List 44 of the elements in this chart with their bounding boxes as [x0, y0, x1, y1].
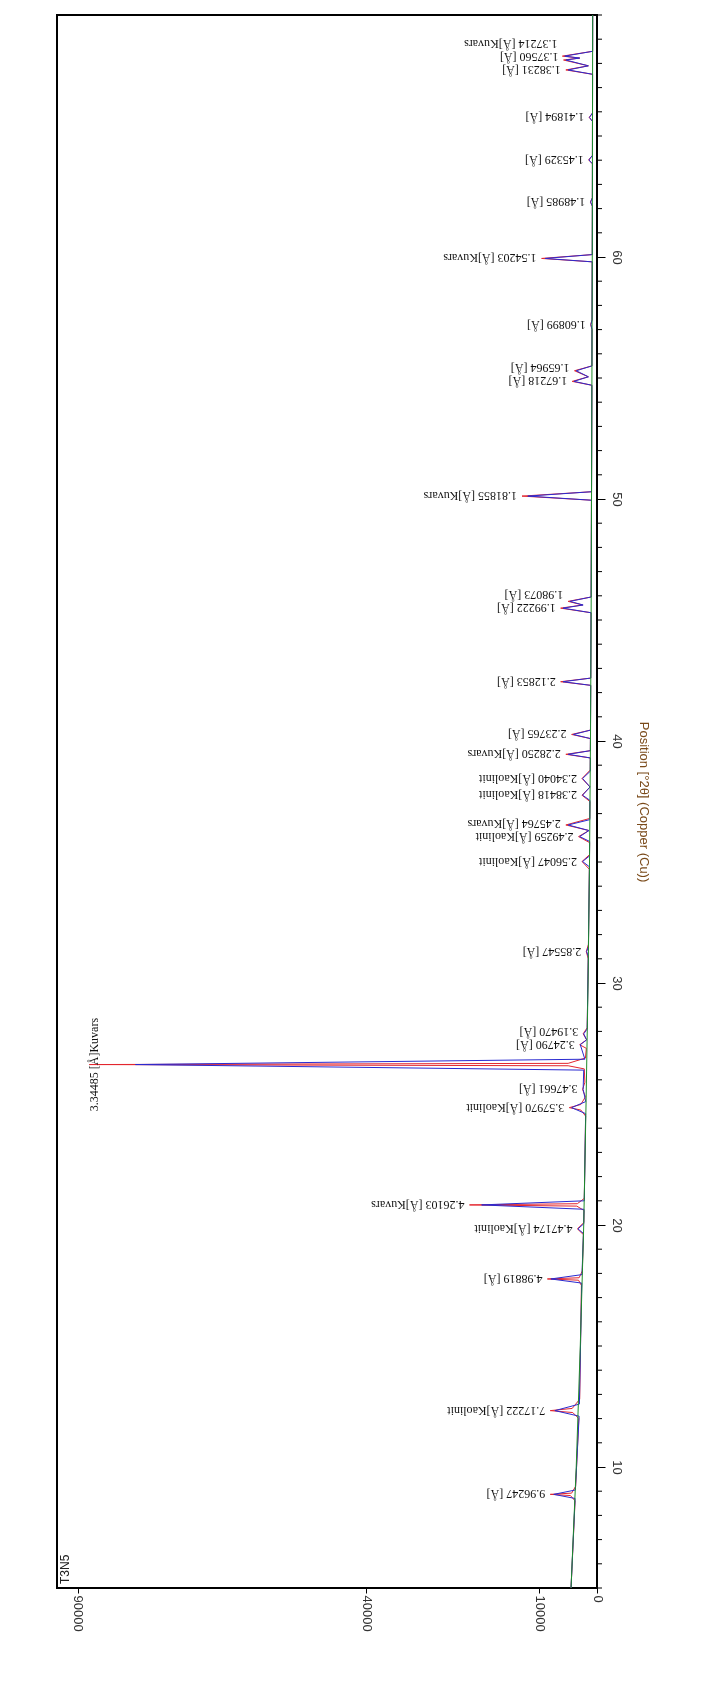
y-tick-label: 60	[609, 250, 625, 265]
annotation: 9.96247 [Å]	[486, 1487, 546, 1502]
y-tick-label: 10	[609, 1460, 625, 1475]
annotation: 4.26103 [Å]Kuvars	[370, 1197, 465, 1212]
annotation: 3.57970 [Å]Kaolinit	[465, 1100, 565, 1115]
annotation: T3N5	[58, 1554, 72, 1584]
y-tick-label: 50	[609, 492, 625, 507]
annotation: 1.45329 [Å]	[524, 152, 584, 167]
annotation: 1.48985 [Å]	[526, 195, 586, 210]
annotation: 2.49259 [Å]Kaolinit	[474, 829, 574, 844]
annotation: 3.34485 [Å]Kuvars	[87, 1017, 102, 1112]
y-axis-title: Position [°2θ] (Copper (Cu))	[636, 721, 652, 883]
annotation: 1.67218 [Å]	[508, 374, 568, 389]
annotation: 2.45764 [Å]Kuvars	[467, 816, 561, 831]
annotation: 1.54203 [Å]Kuvars	[442, 251, 537, 266]
annotation: 1.60899 [Å]	[526, 317, 586, 332]
x-tick-label: 90000	[71, 1595, 87, 1632]
y-tick-label: 30	[609, 976, 625, 991]
annotation: 7.17222 [Å]Kaolinit	[446, 1403, 546, 1418]
annotation: 4.47174 [Å]Kaolinit	[473, 1221, 573, 1236]
annotation: 2.28250 [Å]Kuvars	[467, 747, 561, 762]
x-tick-label: 0	[590, 1595, 606, 1603]
annotation: 3.47661 [Å]	[518, 1082, 578, 1097]
annotation: 1.37214 [Å]Kuvars	[463, 36, 558, 51]
annotation: 1.81855 [Å]Kuvars	[423, 489, 517, 504]
annotation: 1.98073 [Å]	[504, 588, 564, 603]
annotation: 4.98819 [Å]	[483, 1271, 543, 1286]
annotation: 2.56047 [Å]Kaolinit	[478, 854, 577, 869]
annotation: 1.65964 [Å]	[510, 361, 570, 376]
annotation: 3.19470 [Å]	[519, 1024, 579, 1039]
y-tick-label: 40	[609, 734, 625, 749]
annotation: 1.38231 [Å]	[502, 62, 561, 77]
annotation: 1.99222 [Å]	[496, 601, 556, 616]
y-tick-label: 20	[609, 1218, 625, 1233]
annotation: 2.23765 [Å]	[507, 727, 567, 742]
annotation: 2.34040 [Å]Kaolinit	[478, 771, 577, 786]
annotation: 1.37560 [Å]	[499, 49, 559, 64]
annotation: 2.85547 [Å]	[522, 944, 582, 959]
annotation: 3.24790 [Å]	[516, 1037, 575, 1052]
x-tick-label: 40000	[359, 1595, 375, 1632]
x-tick-label: 10000	[532, 1595, 548, 1632]
annotation: 2.38418 [Å]Kaolinit	[478, 788, 577, 803]
annotation: 1.41894 [Å]	[525, 110, 585, 125]
annotation: 2.12853 [Å]	[496, 674, 556, 689]
